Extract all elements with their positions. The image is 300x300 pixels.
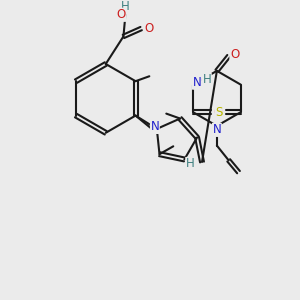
Text: N: N (151, 120, 159, 134)
Text: O: O (214, 106, 223, 119)
Text: H: H (186, 158, 195, 170)
Text: O: O (117, 8, 126, 21)
Text: S: S (215, 106, 222, 119)
Text: H: H (121, 0, 130, 14)
Text: N: N (193, 76, 201, 89)
Text: O: O (230, 48, 239, 61)
Text: N: N (212, 123, 221, 136)
Text: O: O (144, 22, 154, 35)
Text: H: H (202, 73, 211, 86)
